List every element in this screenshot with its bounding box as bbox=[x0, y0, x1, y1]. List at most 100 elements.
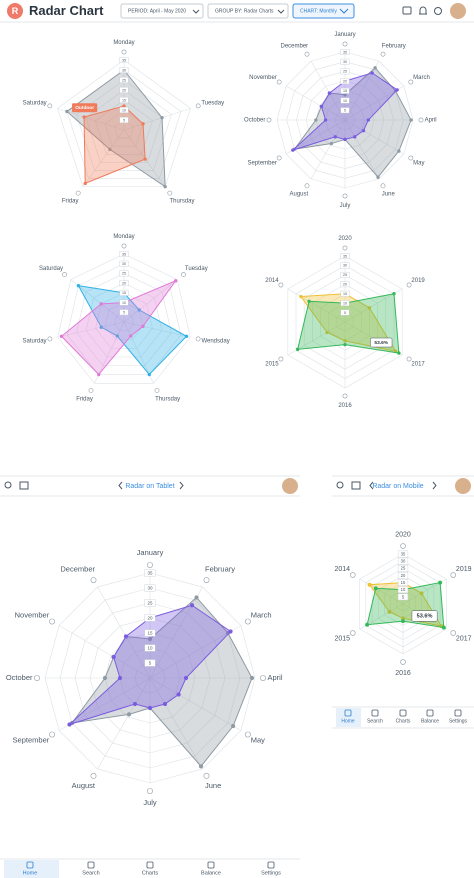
category-label: 2016 bbox=[395, 670, 411, 677]
axis-end bbox=[195, 336, 201, 342]
nav-icon[interactable] bbox=[371, 709, 379, 717]
filter-value: Radar Charts bbox=[244, 9, 274, 15]
tick-box bbox=[119, 280, 129, 287]
data-point bbox=[132, 701, 138, 707]
nav-label: Charts bbox=[396, 718, 411, 724]
avatar[interactable] bbox=[282, 478, 298, 494]
logo[interactable] bbox=[7, 3, 23, 19]
r-tick-label: 20 bbox=[122, 281, 126, 285]
nav-icon[interactable] bbox=[344, 709, 352, 717]
axis-end bbox=[75, 190, 81, 196]
nav-icon[interactable] bbox=[454, 709, 462, 717]
tick-box bbox=[144, 644, 156, 652]
nav-icon[interactable] bbox=[399, 709, 407, 717]
axis-end bbox=[195, 103, 201, 109]
icon-search[interactable] bbox=[4, 481, 12, 489]
data-point bbox=[129, 334, 133, 338]
data-point bbox=[249, 675, 255, 681]
r-tick-label: 10 bbox=[122, 108, 126, 112]
data-point bbox=[333, 135, 337, 139]
r-tick-label: 5 bbox=[123, 118, 125, 122]
icon-settings[interactable] bbox=[434, 7, 442, 15]
axis-end bbox=[154, 388, 160, 393]
data-point bbox=[141, 324, 145, 329]
r-tick-label: 35 bbox=[401, 551, 406, 556]
axis-end bbox=[400, 543, 406, 549]
category-label: August bbox=[72, 781, 96, 790]
tick-box bbox=[144, 659, 156, 667]
axis-end bbox=[276, 155, 282, 161]
tick-box bbox=[340, 300, 350, 307]
tick-box bbox=[397, 586, 409, 594]
r-tick-label: 5 bbox=[402, 594, 405, 599]
axis-end bbox=[167, 190, 173, 196]
data-point bbox=[99, 325, 103, 329]
category-label: September bbox=[13, 735, 50, 744]
icon-screen[interactable] bbox=[402, 6, 412, 15]
avatar[interactable] bbox=[450, 3, 466, 19]
chevron bbox=[339, 8, 349, 14]
category-label: 2017 bbox=[411, 361, 425, 367]
nav-icon[interactable] bbox=[26, 861, 34, 869]
tick-box bbox=[340, 290, 350, 297]
r-tick-label: 35 bbox=[343, 254, 347, 258]
tooltip-text: 53.6% bbox=[374, 340, 388, 346]
avatar[interactable] bbox=[455, 478, 471, 494]
nav-icon[interactable] bbox=[426, 709, 434, 717]
axis-end bbox=[418, 117, 424, 123]
tick-box bbox=[144, 599, 156, 607]
icon-archive[interactable] bbox=[19, 481, 29, 490]
next[interactable] bbox=[432, 481, 437, 490]
data-point bbox=[366, 118, 370, 122]
axis-end bbox=[47, 336, 53, 342]
icon-archive[interactable] bbox=[351, 481, 361, 490]
axis-end bbox=[90, 577, 97, 584]
spoke bbox=[149, 677, 203, 770]
prev[interactable] bbox=[118, 481, 123, 490]
category-label: 2019 bbox=[411, 278, 425, 284]
category-label: Thursday bbox=[155, 397, 180, 403]
axis-end bbox=[244, 618, 251, 625]
category-label: 2020 bbox=[395, 532, 411, 539]
tick-box bbox=[144, 584, 156, 592]
r-tick-label: 35 bbox=[343, 50, 347, 54]
data-point bbox=[231, 723, 236, 729]
data-point bbox=[141, 122, 145, 126]
spoke bbox=[149, 586, 203, 679]
r-tick-label: 20 bbox=[343, 79, 347, 83]
r-tick-label: 5 bbox=[149, 660, 152, 665]
nav-icon[interactable] bbox=[87, 861, 95, 869]
axis-end bbox=[276, 79, 282, 85]
spoke bbox=[123, 279, 178, 323]
radar-chart: Monday Tuesday Wendsday Thursday Friday Satur… bbox=[23, 234, 230, 403]
filter-period[interactable] bbox=[120, 3, 204, 19]
r-tick-label: 10 bbox=[122, 301, 126, 305]
tick-box bbox=[119, 57, 129, 63]
tick-box bbox=[119, 67, 129, 73]
r-tick-label: 35 bbox=[147, 570, 153, 575]
next[interactable] bbox=[179, 481, 184, 490]
tick-box bbox=[119, 260, 129, 267]
prev[interactable] bbox=[369, 481, 374, 490]
icon-bell[interactable] bbox=[419, 6, 427, 15]
filter-group[interactable] bbox=[207, 3, 289, 19]
axis-end bbox=[121, 49, 127, 55]
data-point bbox=[228, 629, 233, 634]
nav-icon[interactable] bbox=[267, 861, 275, 869]
data-point bbox=[441, 625, 446, 630]
tablet-title: Radar on Tablet bbox=[125, 483, 174, 490]
data-point bbox=[163, 184, 167, 189]
r-tick-label: 10 bbox=[343, 301, 347, 305]
r-tick-label: 15 bbox=[343, 89, 347, 93]
category-label: January bbox=[137, 548, 164, 557]
nav-icon[interactable] bbox=[146, 861, 154, 869]
page-title: Radar Chart bbox=[29, 3, 104, 18]
icon-search[interactable] bbox=[336, 481, 344, 489]
data-point bbox=[353, 135, 357, 139]
r-tick-label: 15 bbox=[343, 292, 347, 296]
category-label: January bbox=[334, 32, 355, 38]
filter-chart[interactable] bbox=[292, 3, 355, 19]
data-point bbox=[397, 351, 401, 355]
nav-icon[interactable] bbox=[207, 861, 215, 869]
